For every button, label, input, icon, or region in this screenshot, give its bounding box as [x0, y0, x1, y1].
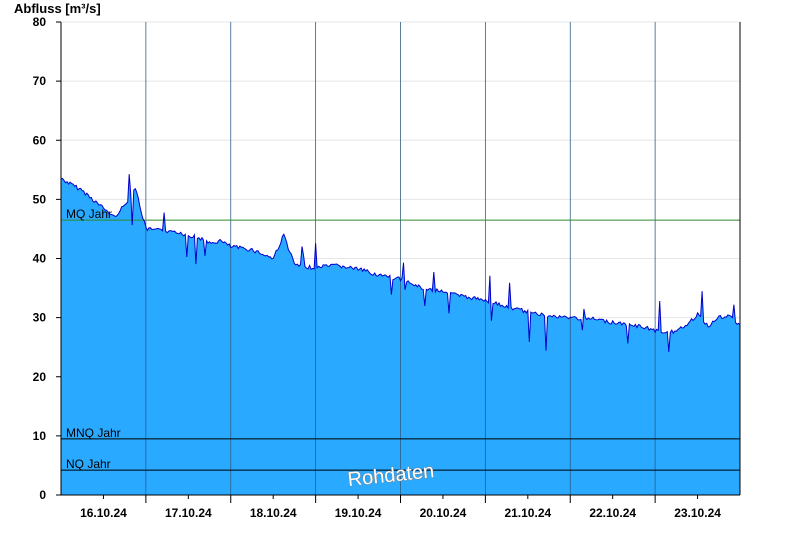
- x-tick-label: 19.10.24: [335, 506, 382, 520]
- y-tick-label: 70: [33, 74, 47, 88]
- discharge-line: [60, 174, 741, 352]
- y-tick-label: 40: [33, 252, 47, 266]
- reference-lines: MQ Jahr MNQ Jahr NQ Jahr: [61, 207, 740, 471]
- x-tick-label: 18.10.24: [250, 506, 297, 520]
- y-axis-ticks: 0 10 20 30 40 50 60 70 80: [33, 15, 61, 502]
- x-tick-label: 23.10.24: [674, 506, 721, 520]
- y-tick-label: 50: [33, 192, 47, 206]
- y-axis-label: Abfluss [m³/s]: [14, 1, 101, 16]
- x-axis-ticks: 16.10.24 17.10.24 18.10.24 19.10.24 20.10.24…: [80, 495, 721, 520]
- y-tick-label: 60: [33, 133, 47, 147]
- y-tick-label: 0: [39, 488, 46, 502]
- day-separator-lines: [145, 22, 656, 495]
- y-tick-label: 20: [33, 370, 47, 384]
- reference-label: MNQ Jahr: [66, 426, 121, 440]
- x-tick-label: 20.10.24: [420, 506, 467, 520]
- x-tick-label: 21.10.24: [504, 506, 551, 520]
- x-tick-label: 17.10.24: [165, 506, 212, 520]
- y-tick-label: 10: [33, 429, 47, 443]
- reference-label: NQ Jahr: [66, 457, 111, 471]
- reference-label: MQ Jahr: [66, 207, 112, 221]
- y-tick-label: 30: [33, 311, 47, 325]
- y-tick-label: 80: [33, 15, 47, 29]
- x-tick-label: 16.10.24: [80, 506, 127, 520]
- x-tick-label: 22.10.24: [589, 506, 636, 520]
